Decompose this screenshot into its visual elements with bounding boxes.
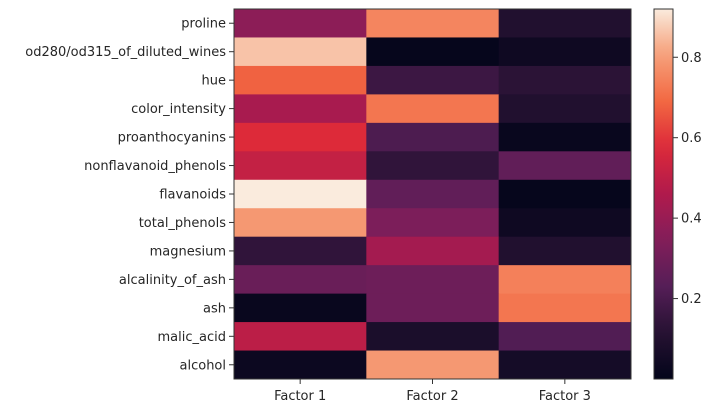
- heatmap-cell: [366, 65, 500, 95]
- heatmap-cell: [498, 9, 632, 38]
- y-tick-label: alcohol: [180, 358, 226, 373]
- heatmap-cell: [234, 151, 367, 181]
- y-tick-label: proanthocyanins: [118, 131, 227, 146]
- heatmap-cell: [234, 65, 367, 95]
- colorbar-tick-label: 0.4: [681, 212, 702, 227]
- heatmap-cell: [366, 94, 500, 124]
- heatmap-cell: [234, 322, 367, 352]
- y-tick-label: ash: [203, 301, 226, 316]
- y-tick-label: nonflavanoid_phenols: [84, 159, 226, 174]
- heatmap-cell: [498, 322, 632, 352]
- heatmap-cell: [234, 236, 367, 266]
- y-tick-label: flavanoids: [159, 188, 226, 203]
- heatmap-cell: [498, 236, 632, 266]
- y-tick-label: magnesium: [150, 244, 226, 259]
- heatmap-cell: [366, 350, 500, 380]
- heatmap-cell: [498, 265, 632, 295]
- x-axis: Factor 1 Factor 2 Factor 3: [274, 379, 591, 404]
- y-tick-label: alcalinity_of_ash: [119, 273, 226, 288]
- y-tick-label: color_intensity: [131, 102, 226, 117]
- heatmap-cell: [234, 265, 367, 295]
- heatmap-cell: [234, 122, 367, 152]
- heatmap-cell: [366, 179, 500, 209]
- colorbar: 0.2 0.4 0.6 0.8: [653, 8, 702, 380]
- heatmap-cell: [366, 122, 500, 152]
- heatmap-cell: [366, 208, 500, 238]
- heatmap-cell: [366, 37, 500, 67]
- heatmap-cell: [498, 151, 632, 181]
- heatmap-cell: [498, 94, 632, 124]
- heatmap-cell: [234, 9, 367, 38]
- heatmap-cell: [366, 236, 500, 266]
- heatmap-cell: [234, 293, 367, 323]
- heatmap-cell: [234, 179, 367, 209]
- heatmap-cell: [234, 94, 367, 124]
- colorbar-tick-label: 0.2: [681, 292, 702, 307]
- heatmap-cell: [498, 122, 632, 152]
- heatmap-cell: [498, 179, 632, 209]
- heatmap-cell: [498, 293, 632, 323]
- x-tick-label: Factor 2: [406, 389, 458, 404]
- x-tick-label: Factor 1: [274, 389, 326, 404]
- y-tick-label: od280/od315_of_diluted_wines: [25, 45, 226, 60]
- y-tick-label: total_phenols: [139, 216, 227, 231]
- x-tick-label: Factor 3: [539, 389, 591, 404]
- heatmap-cell: [234, 350, 367, 380]
- heatmap-cell: [498, 37, 632, 67]
- heatmap-cell: [498, 65, 632, 95]
- colorbar-gradient: [653, 8, 674, 380]
- heatmap-cell: [498, 350, 632, 380]
- heatmap-cell: [234, 208, 367, 238]
- y-tick-label: proline: [181, 17, 226, 32]
- colorbar-tick-label: 0.6: [681, 131, 702, 146]
- heatmap-cell: [366, 293, 500, 323]
- heatmap-cell: [498, 208, 632, 238]
- y-tick-label: malic_acid: [158, 330, 226, 345]
- colorbar-tick-label: 0.8: [681, 51, 702, 66]
- heatmap-cells: [234, 9, 632, 380]
- heatmap-cell: [366, 322, 500, 352]
- heatmap-cell: [366, 265, 500, 295]
- heatmap-cell: [234, 37, 367, 67]
- heatmap-cell: [366, 151, 500, 181]
- y-tick-label: hue: [202, 74, 226, 89]
- heatmap-cell: [366, 9, 500, 38]
